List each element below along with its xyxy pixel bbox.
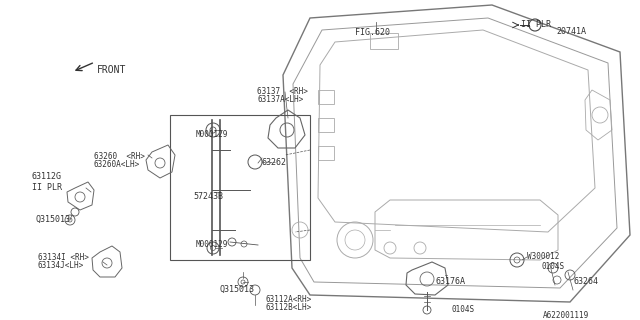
Text: II PLR: II PLR [521, 20, 551, 29]
Text: M000129: M000129 [196, 130, 228, 139]
Text: M000129: M000129 [196, 240, 228, 249]
Text: FRONT: FRONT [97, 65, 126, 75]
Bar [370, 33, 398, 49]
Text: 63176A: 63176A [436, 277, 466, 286]
Text: 57243B: 57243B [193, 192, 223, 201]
Text: 63137A<LH>: 63137A<LH> [257, 95, 303, 104]
Text: 63112B<LH>: 63112B<LH> [265, 303, 311, 312]
Text: 63112A<RH>: 63112A<RH> [265, 295, 311, 304]
Text: 63260  <RH>: 63260 <RH> [94, 152, 145, 161]
Bar [318, 118, 334, 132]
Text: II PLR: II PLR [32, 183, 62, 192]
Text: Q315013: Q315013 [219, 285, 254, 294]
Text: 63137  <RH>: 63137 <RH> [257, 87, 308, 96]
Text: A622001119: A622001119 [543, 311, 589, 320]
Bar [318, 90, 334, 104]
Text: 63134J<LH>: 63134J<LH> [38, 261, 84, 270]
Text: Q315013: Q315013 [35, 215, 70, 224]
Text: 0104S: 0104S [541, 262, 564, 271]
Text: 63260A<LH>: 63260A<LH> [94, 160, 140, 169]
Text: 63134I <RH>: 63134I <RH> [38, 253, 89, 262]
Bar [170, 115, 310, 260]
Text: 20741A: 20741A [556, 27, 586, 36]
Text: 0104S: 0104S [451, 305, 474, 314]
Text: W300012: W300012 [527, 252, 559, 261]
Text: 63112G: 63112G [32, 172, 62, 181]
Text: FIG.620: FIG.620 [355, 28, 390, 37]
Bar [318, 146, 334, 160]
Text: 63262: 63262 [262, 158, 287, 167]
Text: 63264: 63264 [573, 277, 598, 286]
